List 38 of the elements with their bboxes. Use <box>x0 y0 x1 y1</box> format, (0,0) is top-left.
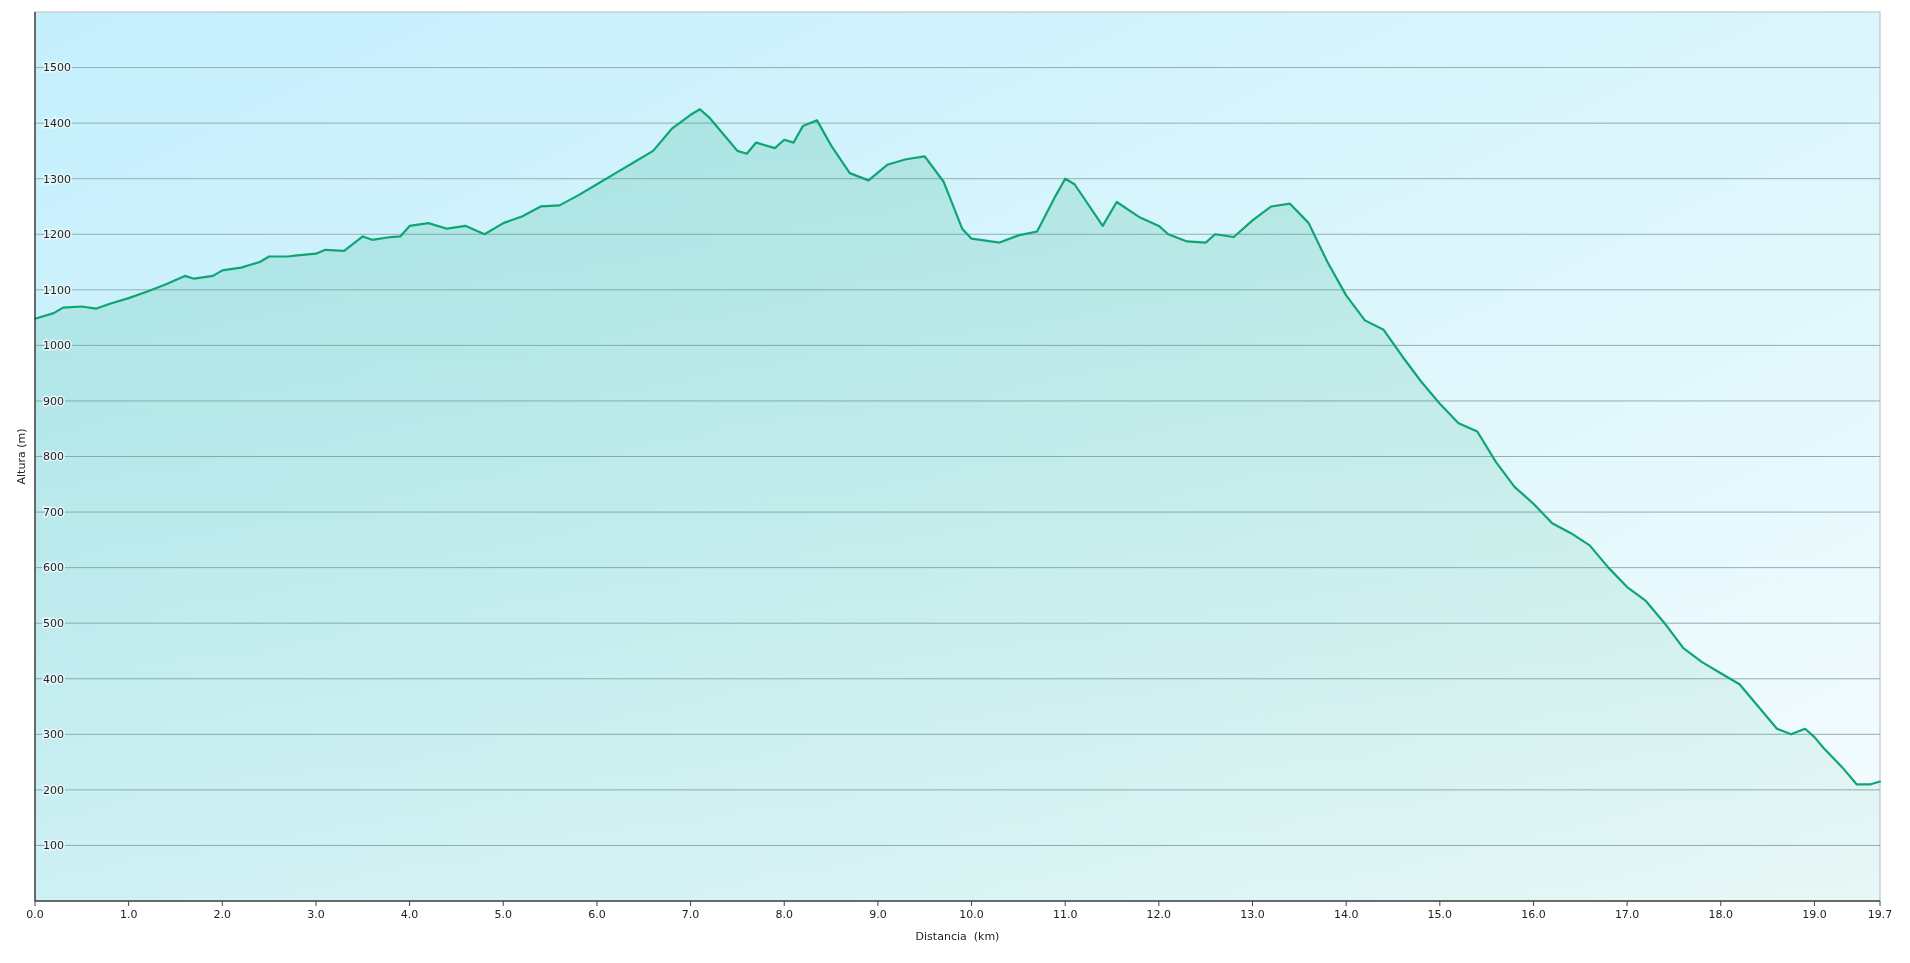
y-tick-label: 400 <box>43 672 64 686</box>
x-tick-label: 17.0 <box>1614 908 1640 921</box>
x-axis-title: Distancia (km) <box>915 930 1000 943</box>
x-tick-label: 11.0 <box>1052 908 1078 921</box>
x-tick-label: 8.0 <box>775 908 793 921</box>
y-tick-label: 1300 <box>43 172 71 186</box>
y-tick-label: 100 <box>43 839 64 853</box>
x-tick-label: 9.0 <box>869 908 887 921</box>
y-tick-label: 1000 <box>43 339 71 353</box>
x-tick-label: 10.0 <box>959 908 984 921</box>
y-tick-label: 800 <box>43 450 64 464</box>
x-tick-label: 19.7 <box>1867 908 1893 921</box>
y-tick-label: 1100 <box>43 283 71 297</box>
x-tick-label: 16.0 <box>1521 908 1546 921</box>
y-tick-label: 700 <box>43 505 64 519</box>
y-tick-label: 1200 <box>43 228 71 242</box>
x-tick-label: 7.0 <box>681 908 700 921</box>
y-tick-label: 1400 <box>43 116 71 130</box>
x-tick-label: 6.0 <box>588 908 606 921</box>
x-tick-label: 0.0 <box>26 908 44 921</box>
x-tick-label: 4.0 <box>400 908 419 921</box>
y-tick-label: 200 <box>43 783 64 797</box>
x-tick-label: 19.0 <box>1802 908 1827 921</box>
x-tick-label: 18.0 <box>1708 908 1734 921</box>
y-tick-label: 600 <box>43 561 64 575</box>
x-tick-label: 1.0 <box>119 908 138 921</box>
y-tick-label: 300 <box>43 728 64 742</box>
y-tick-label: 500 <box>43 617 64 631</box>
x-tick-label: 13.0 <box>1240 908 1265 921</box>
x-tick-label: 14.0 <box>1333 908 1359 921</box>
y-tick-label: 1500 <box>43 61 71 75</box>
x-tick-label: 3.0 <box>307 908 325 921</box>
y-tick-label: 900 <box>43 394 64 408</box>
x-tick-label: 12.0 <box>1146 908 1172 921</box>
y-axis-title: Altura (m) <box>15 428 28 485</box>
x-tick-label: 5.0 <box>494 908 513 921</box>
x-tick-label: 15.0 <box>1427 908 1453 921</box>
x-tick-label: 2.0 <box>213 908 232 921</box>
